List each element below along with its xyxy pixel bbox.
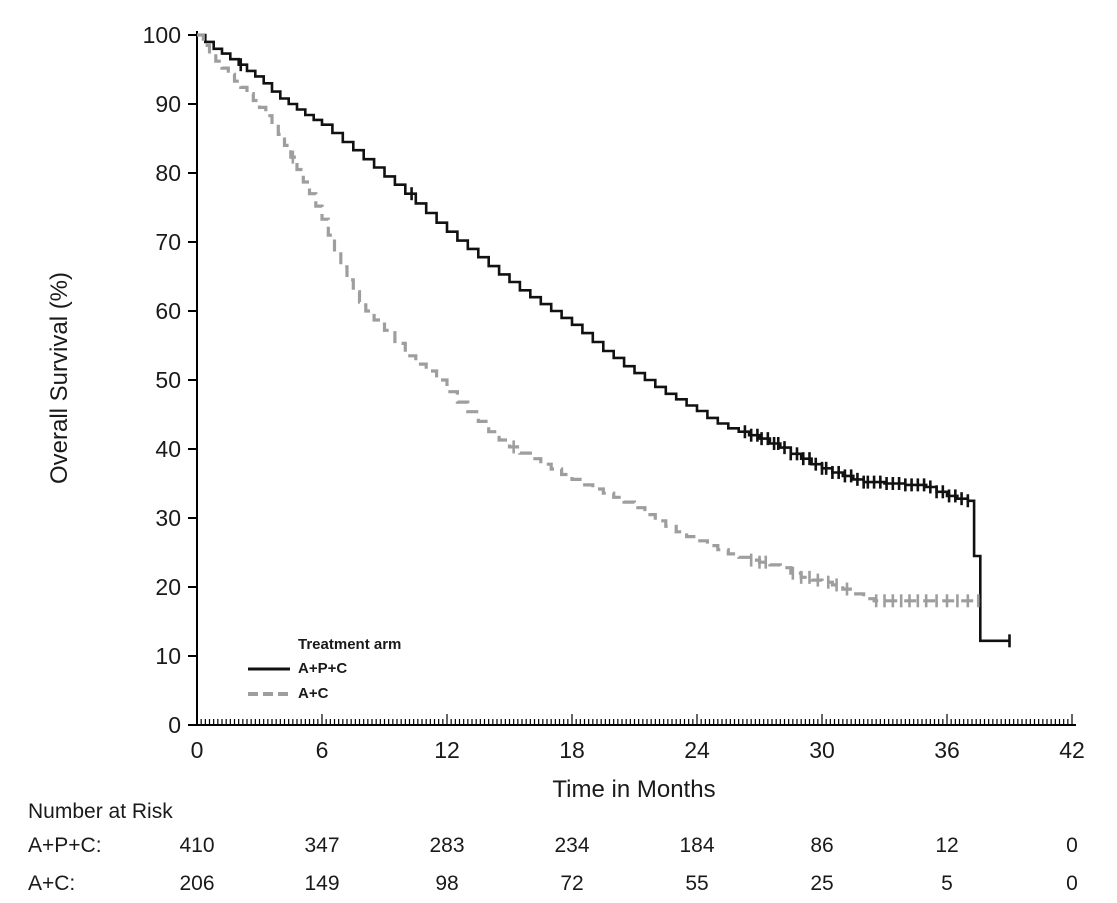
x-tick-label: 42 [1059, 737, 1085, 763]
y-tick-label: 50 [155, 367, 181, 393]
x-tick-label: 36 [934, 737, 960, 763]
km-plot: 0 10 20 30 40 50 60 70 80 90 100 0 6 12 18 24 30 36 42 [143, 22, 1085, 763]
survival-curve [197, 33, 981, 603]
tick-labels: 0 10 20 30 40 50 60 70 80 90 100 0 6 12 18 24 30 36 42 [143, 22, 1085, 763]
series-ac [197, 33, 981, 608]
survival-curve [197, 33, 1010, 643]
y-tick-label: 70 [155, 229, 181, 255]
risk-row-label-ac: A+C: [28, 872, 76, 895]
risk-count: 5 [941, 872, 953, 895]
y-tick-label: 80 [155, 160, 181, 186]
dashed-line-sample [248, 691, 290, 696]
risk-count: 206 [179, 872, 215, 895]
solid-line-sample [248, 667, 290, 670]
y-tick-label: 30 [155, 505, 181, 531]
risk-count: 0 [1066, 834, 1078, 857]
risk-count: 86 [810, 834, 834, 857]
y-tick-label: 40 [155, 436, 181, 462]
legend-entry-apc: A+P+C [248, 656, 401, 681]
axes [188, 31, 1076, 726]
legend: Treatment arm A+P+C A+C [248, 636, 401, 706]
risk-count: 283 [429, 834, 465, 857]
risk-count: 55 [685, 872, 709, 895]
y-axis-title: Overall Survival (%) [46, 271, 73, 485]
y-tick-label: 0 [168, 712, 181, 738]
x-tick-label: 12 [434, 737, 460, 763]
y-tick-label: 100 [143, 22, 181, 48]
risk-count: 72 [560, 872, 584, 895]
y-tick-label: 20 [155, 574, 181, 600]
risk-row-label-apc: A+P+C: [28, 834, 102, 857]
x-axis-title: Time in Months [552, 776, 716, 803]
x-tick-label: 24 [684, 737, 710, 763]
risk-count: 12 [935, 834, 959, 857]
risk-count: 234 [554, 834, 590, 857]
x-tick-label: 6 [316, 737, 329, 763]
y-tick-label: 60 [155, 298, 181, 324]
risk-count: 184 [679, 834, 715, 857]
risk-count: 410 [179, 834, 215, 857]
y-tick-label: 90 [155, 91, 181, 117]
legend-label-ac: A+C [298, 685, 329, 702]
x-tick-label: 18 [559, 737, 585, 763]
x-tick-label: 0 [191, 737, 204, 763]
y-tick-label: 10 [155, 643, 181, 669]
number-at-risk-title: Number at Risk [28, 800, 173, 823]
legend-title: Treatment arm [298, 636, 402, 653]
series-apc [197, 33, 1011, 648]
risk-count: 149 [304, 872, 340, 895]
risk-count: 98 [435, 872, 459, 895]
risk-count: 25 [810, 872, 834, 895]
risk-count: 347 [304, 834, 340, 857]
legend-entry-ac: A+C [248, 681, 401, 706]
risk-count: 0 [1066, 872, 1078, 895]
x-tick-label: 30 [809, 737, 835, 763]
legend-label-apc: A+P+C [298, 660, 348, 677]
x-axis-ticks [196, 714, 1073, 724]
